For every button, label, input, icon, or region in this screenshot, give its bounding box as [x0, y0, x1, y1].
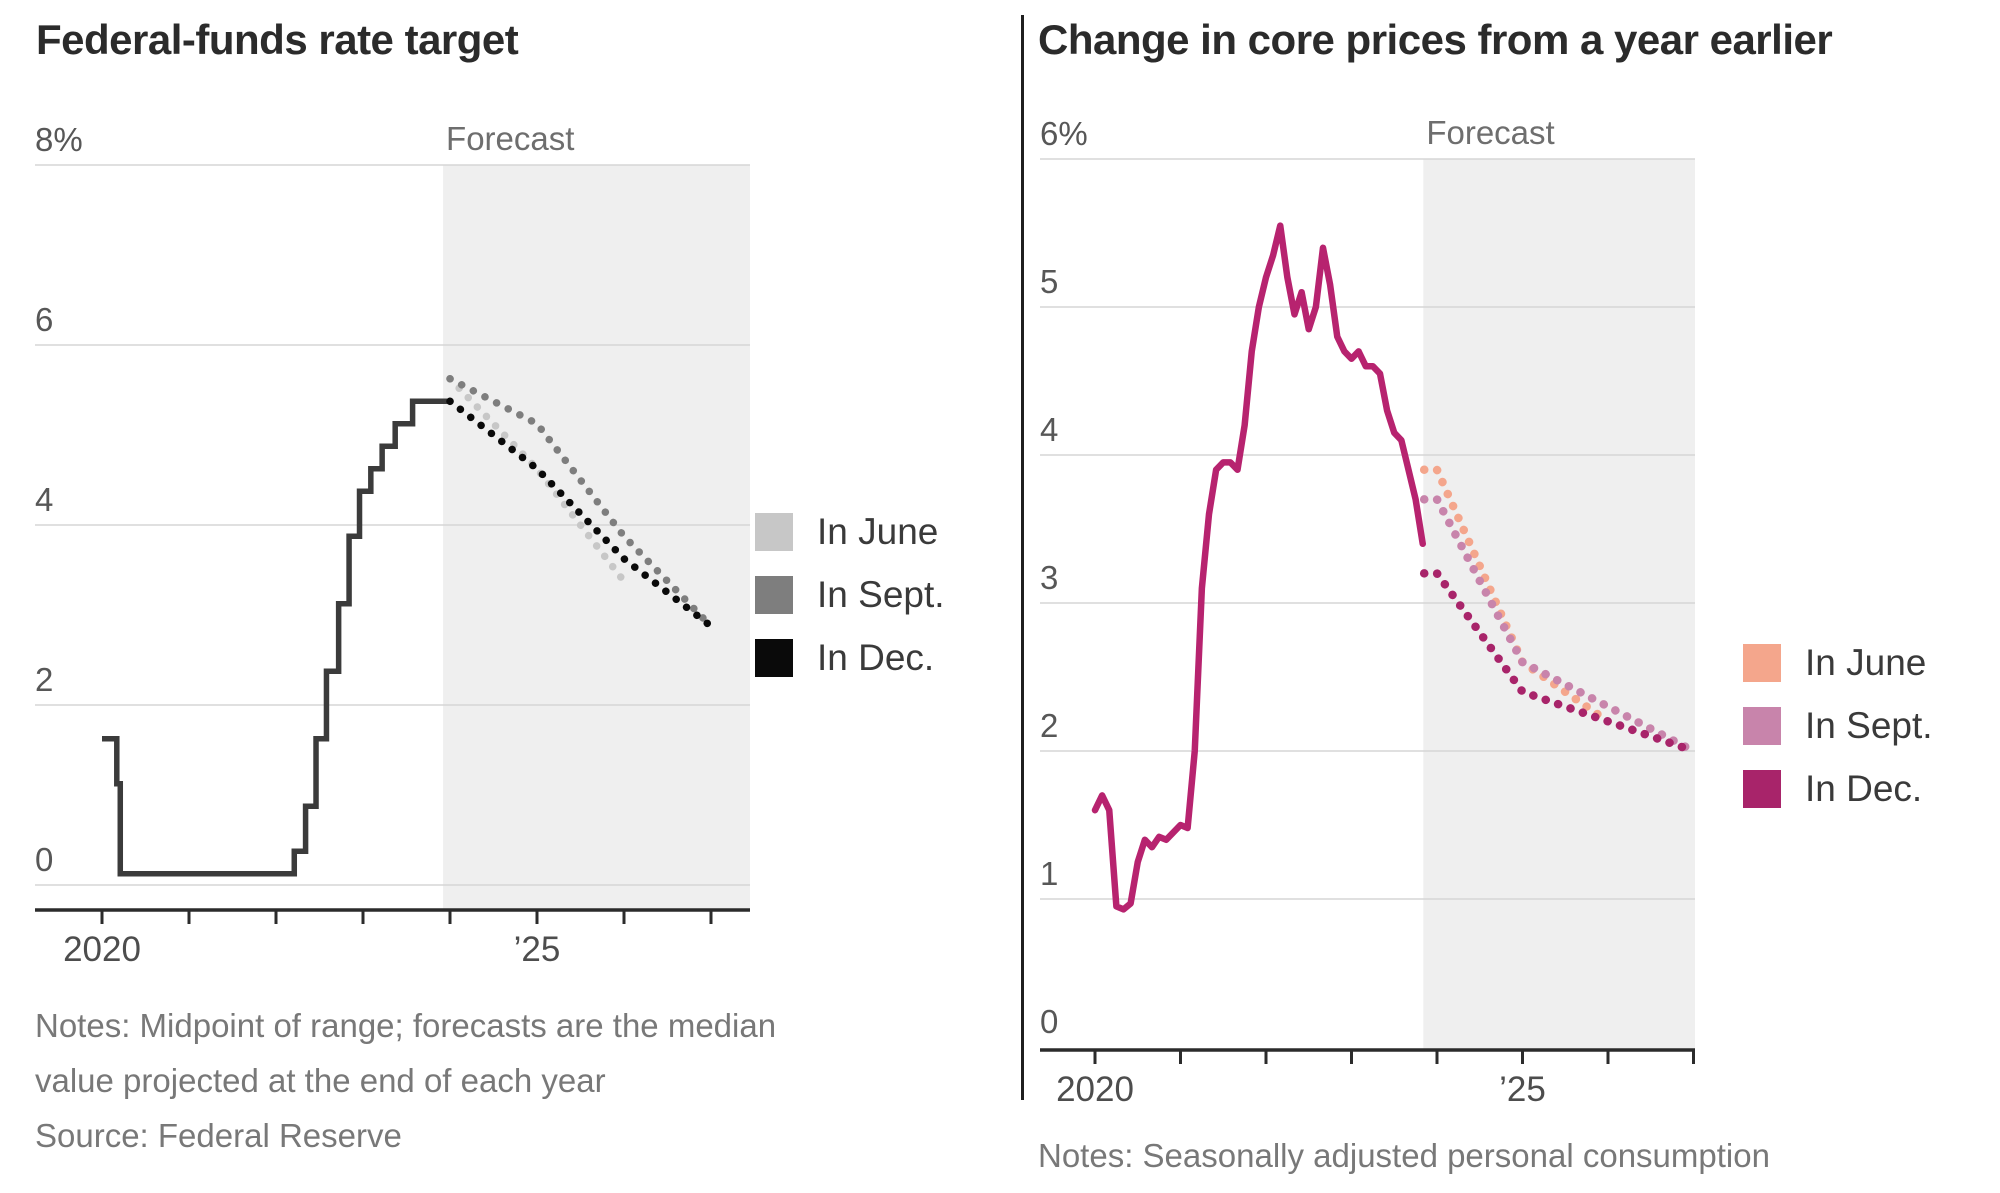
forecast-region-label: Forecast — [446, 120, 575, 157]
legend-swatch-june — [755, 513, 793, 551]
forecast-shaded-region — [443, 165, 750, 910]
forecast-dotted-line-in-june — [446, 375, 628, 585]
x-axis-label: 2020 — [1056, 1070, 1134, 1109]
legend-item: In Dec. — [1743, 770, 1933, 808]
fed-funds-notes: Notes: Midpoint of range; forecasts are … — [35, 998, 776, 1163]
legend-swatch-sept — [755, 576, 793, 614]
x-axis-label: 2020 — [63, 930, 141, 969]
y-axis-label: 6% — [1040, 115, 1088, 152]
legend-item: In Dec. — [755, 639, 945, 677]
fed-funds-legend: In June In Sept. In Dec. — [755, 513, 945, 677]
x-axis-label: ’25 — [513, 930, 561, 969]
y-axis-label: 0 — [1040, 1003, 1059, 1040]
y-axis-label: 6 — [35, 301, 54, 338]
forecast-dotted-line-in-sept- — [446, 375, 715, 630]
legend-item: In June — [1743, 644, 1933, 682]
legend-label: In Dec. — [1805, 768, 1923, 809]
notes-line: Notes: Seasonally adjusted personal cons… — [1038, 1137, 1770, 1174]
y-axis-label: 8% — [35, 121, 83, 158]
x-axis-label: ’25 — [1499, 1070, 1546, 1109]
legend-label: In Sept. — [1805, 705, 1933, 746]
legend-label: In Dec. — [817, 637, 935, 678]
forecast-dotted-line-in-dec- — [1419, 569, 1698, 756]
legend-swatch-dec — [1743, 770, 1781, 808]
actual-step-line — [102, 398, 450, 877]
y-axis-label: 2 — [1040, 707, 1059, 744]
actual-line — [1091, 222, 1426, 913]
y-axis-label: 3 — [1040, 559, 1059, 596]
legend-item: In Sept. — [1743, 707, 1933, 745]
y-axis-label: 1 — [1040, 855, 1059, 892]
legend-label: In June — [817, 511, 939, 552]
notes-line: Notes: Midpoint of range; forecasts are … — [35, 1007, 777, 1044]
legend-item: In Sept. — [755, 576, 945, 614]
notes-line: value projected at the end of each year — [35, 1062, 606, 1099]
forecast-region-label: Forecast — [1426, 114, 1555, 151]
fed-funds-plot — [35, 164, 750, 924]
legend-label: In Sept. — [817, 574, 945, 615]
forecast-dotted-line-in-dec- — [446, 397, 715, 630]
legend-label: In June — [1805, 642, 1927, 683]
y-axis-label: 0 — [35, 841, 54, 878]
core-prices-chart-title: Change in core prices from a year earlie… — [1038, 16, 1833, 63]
forecast-dotted-line-in-sept- — [1419, 495, 1698, 756]
y-axis-label: 4 — [35, 481, 54, 518]
forecast-dotted-line-in-june — [1419, 465, 1613, 726]
y-axis-label: 5 — [1040, 263, 1059, 300]
legend-swatch-dec — [755, 639, 793, 677]
panel-divider — [1021, 15, 1024, 1100]
legend-swatch-sept — [1743, 707, 1781, 745]
fed-funds-chart-title: Federal-funds rate target — [36, 16, 519, 63]
core-prices-plot — [1040, 158, 1698, 1064]
source-line: Source: Federal Reserve — [35, 1117, 402, 1154]
core-prices-legend: In June In Sept. In Dec. — [1743, 644, 1933, 808]
y-axis-label: 4 — [1040, 411, 1059, 448]
core-prices-notes: Notes: Seasonally adjusted personal cons… — [1038, 1128, 1770, 1183]
legend-item: In June — [755, 513, 945, 551]
legend-swatch-june — [1743, 644, 1781, 682]
y-axis-label: 2 — [35, 661, 54, 698]
